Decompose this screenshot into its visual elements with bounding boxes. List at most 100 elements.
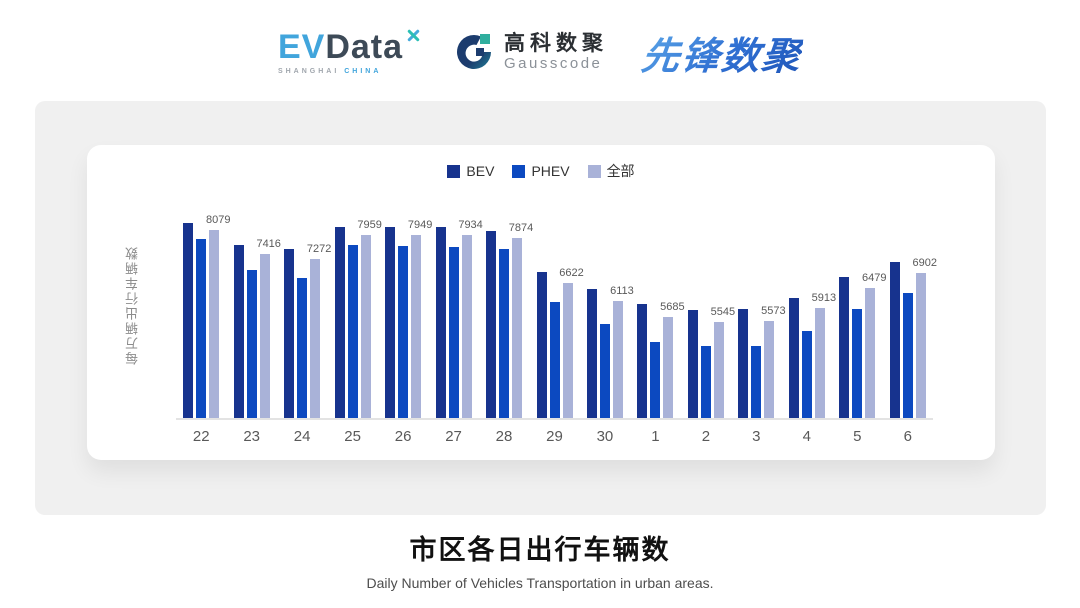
bar-PHEV-27 [448, 246, 459, 418]
gausscode-logo: 高科数聚 Gausscode [453, 31, 608, 73]
bar-group-5: 6479 [839, 190, 887, 418]
bar-value-label: 5685 [660, 300, 685, 313]
bar-全部-26 [411, 234, 422, 418]
bar-PHEV-6 [902, 292, 913, 418]
bar-全部-30 [612, 301, 623, 418]
bar-BEV-2 [687, 310, 698, 418]
x-axis-ticks: 22 23 24 25 26 27 28 29 30 1 2 3 4 5 6 [176, 428, 933, 448]
bar-PHEV-4 [801, 330, 812, 418]
bar-BEV-30 [586, 289, 597, 418]
bar-group-1: 5685 [637, 190, 685, 418]
bar-value-label: 5545 [710, 305, 736, 318]
x-tick-2: 2 [701, 428, 711, 445]
legend-item-all[interactable]: 全部 [587, 161, 635, 181]
y-axis-label-text: 每万辆出行车辆数 [124, 245, 140, 365]
bar-group-24: 7272 [284, 190, 331, 418]
plot-area: 8079 7416 7272 7959 7949 7934 7874 6622 6113 5685… [176, 190, 937, 420]
bar-PHEV-3 [751, 345, 762, 418]
bar-value-label: 8079 [205, 214, 231, 227]
evdata-wordmark: EVData [277, 27, 421, 66]
bar-BEV-26 [385, 226, 396, 418]
evdata-ev-text: EV [277, 27, 326, 66]
x-tick-26: 26 [394, 428, 412, 445]
legend-label-all: 全部 [606, 163, 635, 179]
x-tick-5: 5 [853, 428, 862, 445]
bar-group-26: 7949 [385, 190, 432, 418]
evdata-x-icon [405, 28, 421, 44]
bar-group-30: 6113 [586, 190, 634, 418]
bar-PHEV-22 [196, 238, 207, 418]
bar-BEV-3 [738, 309, 749, 418]
gausscode-texts: 高科数聚 Gausscode [504, 32, 608, 73]
x-tick-30: 30 [596, 428, 614, 445]
bar-PHEV-30 [599, 323, 610, 418]
bar-PHEV-23 [246, 270, 257, 418]
bar-全部-24 [310, 259, 321, 418]
bar-BEV-23 [233, 245, 244, 418]
x-tick-22: 22 [192, 428, 210, 445]
bar-全部-2 [713, 321, 724, 418]
bar-value-label: 7874 [508, 221, 534, 234]
bar-value-label: 7949 [407, 218, 433, 231]
bar-value-label: 5573 [761, 304, 786, 317]
x-tick-4: 4 [802, 428, 811, 445]
gausscode-g-icon [457, 34, 492, 69]
bar-全部-27 [461, 235, 472, 418]
bar-PHEV-25 [347, 245, 358, 418]
bar-group-22: 8079 [183, 190, 230, 418]
legend-swatch-all [587, 164, 601, 178]
bar-全部-4 [814, 308, 825, 418]
bar-全部-1 [663, 316, 674, 418]
bar-value-label: 5913 [811, 292, 837, 305]
chart-panel: BEV PHEV 全部 每万辆出行车辆数 8079 7416 7272 7959 794… [35, 101, 1046, 515]
chart-legend: BEV PHEV 全部 [87, 161, 995, 181]
bar-全部-6 [915, 272, 926, 418]
bar-BEV-29 [536, 271, 547, 418]
evdata-china-text: CHINA [344, 67, 382, 75]
bar-value-label: 7959 [357, 218, 382, 231]
bar-group-25: 7959 [334, 190, 382, 418]
bar-PHEV-29 [549, 302, 560, 418]
bar-全部-23 [259, 254, 270, 418]
bar-group-2: 5545 [687, 190, 735, 418]
bar-value-label: 6902 [912, 256, 938, 269]
x-tick-25: 25 [344, 428, 361, 445]
bar-PHEV-2 [700, 346, 711, 418]
gausscode-en-text: Gausscode [504, 54, 603, 72]
x-tick-6: 6 [903, 428, 912, 445]
legend-item-bev[interactable]: BEV [447, 163, 494, 179]
bar-全部-29 [562, 282, 573, 418]
legend-label-phev: PHEV [531, 163, 570, 179]
x-tick-29: 29 [546, 428, 563, 445]
bar-BEV-27 [435, 227, 446, 418]
bar-PHEV-1 [650, 341, 661, 418]
y-axis-label: 每万辆出行车辆数 [123, 190, 141, 420]
x-tick-3: 3 [752, 428, 761, 445]
legend-swatch-phev [512, 164, 526, 178]
x-tick-28: 28 [495, 428, 513, 445]
legend-item-phev[interactable]: PHEV [512, 163, 570, 179]
bar-value-label: 7416 [256, 238, 281, 251]
evdata-data-text: Data [325, 27, 404, 66]
legend-swatch-bev [447, 164, 461, 178]
bar-BEV-24 [284, 249, 295, 418]
bar-BEV-5 [839, 277, 850, 418]
bar-value-label: 6622 [559, 266, 584, 279]
bar-group-23: 7416 [233, 190, 281, 418]
bar-PHEV-26 [398, 245, 409, 418]
bar-BEV-22 [183, 223, 194, 418]
bar-全部-5 [865, 287, 876, 418]
bar-group-4: 5913 [788, 190, 836, 418]
figure-subtitle: Daily Number of Vehicles Transportation … [366, 575, 714, 591]
legend-label-bev: BEV [466, 163, 495, 179]
pioneer-logo-text: 先锋数聚 [639, 25, 805, 80]
x-tick-24: 24 [293, 428, 311, 445]
bar-value-label: 7272 [306, 243, 332, 256]
x-tick-23: 23 [243, 428, 261, 445]
bar-全部-28 [512, 237, 523, 418]
bar-value-label: 7934 [458, 219, 483, 232]
bar-group-6: 6902 [889, 190, 937, 418]
header-logos: EVData SHANGHAI CHINA 高科数聚 Gausscode 先锋数… [0, 14, 1080, 90]
bar-BEV-4 [788, 298, 799, 418]
bar-全部-22 [209, 230, 220, 418]
